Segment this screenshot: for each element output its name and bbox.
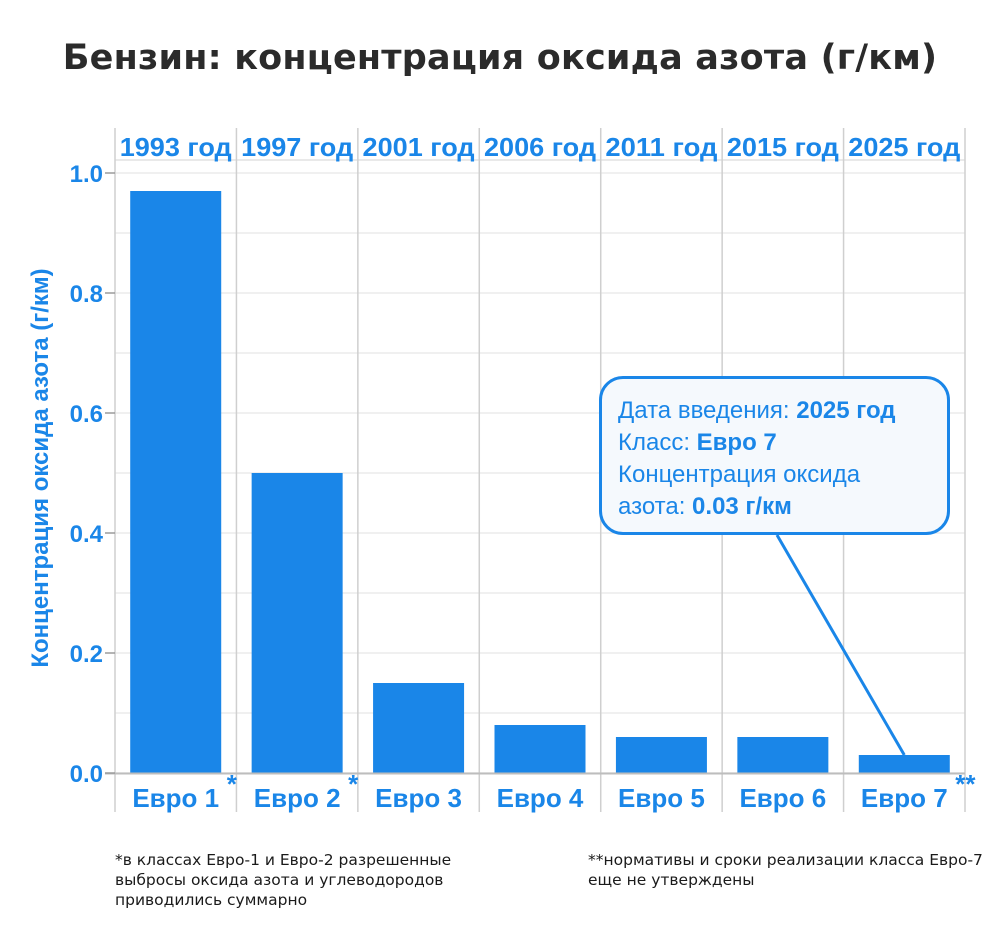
bar-7 xyxy=(858,755,950,773)
y-tick-label: 1.0 xyxy=(70,161,103,188)
year-label: 2006 год xyxy=(484,132,597,162)
y-tick-label: 0.4 xyxy=(70,521,104,548)
tooltip-line-date: Дата введения: 2025 год xyxy=(618,397,896,424)
bar-4 xyxy=(494,725,586,773)
bar-3 xyxy=(373,683,465,773)
callout-pointer xyxy=(775,534,906,756)
class-label: Евро 2 xyxy=(254,783,341,813)
labels: 0.0 0.2 0.4 0.6 0.8 1.0 1993 год 1997 год 2001 г… xyxy=(70,132,977,813)
year-label: 1997 год xyxy=(241,132,354,162)
class-footnote-marker: * xyxy=(227,769,238,799)
class-footnote-marker: ** xyxy=(955,769,976,799)
y-tick-label: 0.6 xyxy=(70,401,103,428)
tooltip-line-conc: Концентрация оксида xyxy=(618,461,861,488)
y-tick-label: 0.8 xyxy=(70,281,103,308)
bar-2 xyxy=(251,473,343,773)
year-label: 2015 год xyxy=(727,132,840,162)
y-axis-label: Концентрация оксида азота (г/км) xyxy=(27,268,54,667)
year-label: 2025 год xyxy=(848,132,961,162)
footnote-euro-1-2: *в классах Евро-1 и Евро-2 разрешенные в… xyxy=(115,851,452,909)
axes xyxy=(105,172,965,775)
class-label: Евро 4 xyxy=(497,783,584,813)
class-label: Евро 1 xyxy=(132,783,219,813)
class-label: Евро 5 xyxy=(618,783,705,813)
class-label: Евро 3 xyxy=(375,783,462,813)
class-label: Евро 6 xyxy=(739,783,826,813)
tooltip-line-class: Класс: Евро 7 xyxy=(618,429,777,456)
year-label: 2011 год xyxy=(605,132,718,162)
class-label: Евро 7 xyxy=(861,783,948,813)
bar-1 xyxy=(130,191,222,773)
footnote-euro-7: **нормативы и сроки реализации класса Ев… xyxy=(588,851,983,889)
bars xyxy=(130,191,950,773)
chart-title: Бензин: концентрация оксида азота (г/км) xyxy=(62,38,938,78)
class-footnote-marker: * xyxy=(348,769,359,799)
bar-5 xyxy=(615,737,707,773)
year-label: 1993 год xyxy=(120,132,233,162)
tooltip-line-value: азота: 0.03 г/км xyxy=(618,493,792,520)
year-label: 2001 год xyxy=(363,132,476,162)
y-tick-label: 0.2 xyxy=(70,641,103,668)
bar-6 xyxy=(737,737,829,773)
y-tick-label: 0.0 xyxy=(70,761,103,788)
tooltip-callout: Дата введения: 2025 год Класс: Евро 7 Ко… xyxy=(599,376,950,535)
